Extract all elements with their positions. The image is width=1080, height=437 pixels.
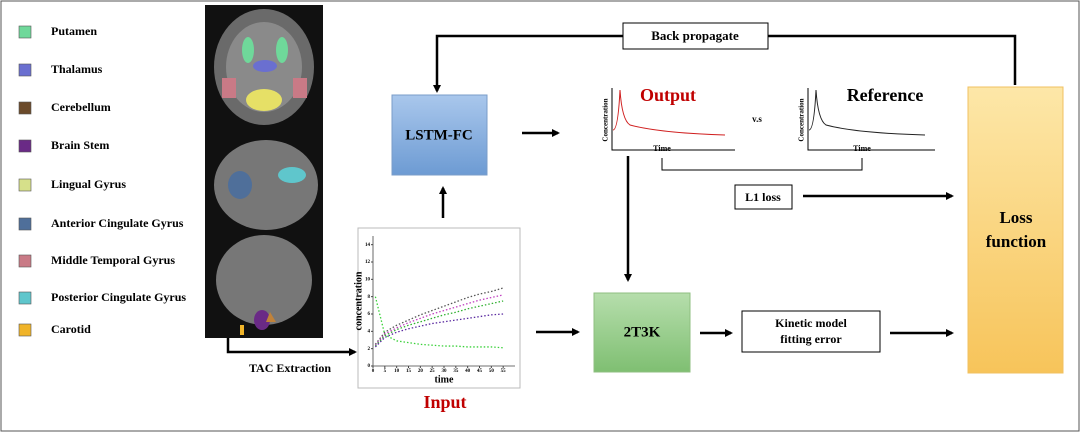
y-tick-label: 8 <box>368 295 371 300</box>
l1-box <box>734 184 793 210</box>
kinetic-line: fitting error <box>780 332 842 346</box>
arrow <box>437 34 1017 91</box>
loss-line: Loss <box>999 208 1032 227</box>
x-tick-label: 40 <box>465 369 471 374</box>
legend-swatch <box>18 25 32 39</box>
legend-label: Carotid <box>51 322 91 336</box>
reference-plot: Concentration Time Reference <box>798 85 935 153</box>
input-title: Input <box>423 392 466 412</box>
legend: Putamen Thalamus Cerebellum Brain Stem Lingu… <box>18 24 186 337</box>
back-propagate: Back propagate <box>651 28 739 43</box>
x-label: Time <box>653 144 671 153</box>
series-line <box>374 296 504 349</box>
legend-swatch <box>18 291 32 305</box>
legend-label: Brain Stem <box>51 138 109 152</box>
y-tick-label: 4 <box>368 329 371 334</box>
lstm-label: LSTM-FC <box>405 127 473 143</box>
x-tick-label: 15 <box>406 369 412 374</box>
y-label: Concentration <box>602 98 610 141</box>
legend-label: Middle Temporal Gyrus <box>51 253 175 267</box>
x-tick-label: 10 <box>394 369 400 374</box>
series-line <box>374 294 504 346</box>
back-propagate-box <box>622 22 769 50</box>
x-label: time <box>435 374 454 385</box>
y-tick-label: 0 <box>368 364 371 369</box>
reference-title: Reference <box>847 85 924 105</box>
lstm-box <box>391 94 488 176</box>
tac-extraction: TAC Extraction <box>249 361 331 375</box>
input-plot: 0 2 4 6 8 10 12 14 0 5 10 15 20 25 30 35 40 45 50 55 time con… <box>353 236 515 385</box>
x-tick-label: 20 <box>418 369 424 374</box>
x-tick-label: 25 <box>430 369 436 374</box>
legend-label: Thalamus <box>51 62 103 76</box>
y-tick-label: 10 <box>365 277 371 282</box>
x-label: Time <box>853 144 871 153</box>
model-label: 2T3K <box>624 324 661 340</box>
x-tick-label: 0 <box>372 369 375 374</box>
y-label: Concentration <box>798 98 806 141</box>
output-plot: Concentration Time Output <box>602 85 735 153</box>
series-line <box>374 300 504 347</box>
x-tick-label: 50 <box>489 369 495 374</box>
loss-line: function <box>986 232 1047 251</box>
arrow <box>226 338 357 356</box>
model-box <box>593 292 691 373</box>
loss-box <box>967 86 1064 374</box>
output-title: Output <box>640 85 696 105</box>
legend-label: Posterior Cingulate Gyrus <box>51 290 186 304</box>
y-tick-label: 14 <box>365 243 371 248</box>
x-tick-label: 55 <box>501 369 507 374</box>
legend-swatch <box>18 101 32 115</box>
legend-swatch <box>18 139 32 153</box>
y-label: concentration <box>353 271 364 330</box>
x-tick-label: 5 <box>384 369 387 374</box>
y-tick-label: 2 <box>368 347 371 352</box>
legend-label: Lingual Gyrus <box>51 177 126 191</box>
bracket <box>661 158 863 171</box>
legend-label: Cerebellum <box>51 100 111 114</box>
series-line <box>374 287 504 345</box>
y-tick-label: 12 <box>365 260 371 265</box>
x-tick-label: 45 <box>477 369 483 374</box>
y-tick-label: 6 <box>368 312 371 317</box>
brain-images <box>205 5 323 338</box>
l1-loss: L1 loss <box>745 190 781 204</box>
vs: v.s <box>752 114 762 124</box>
legend-swatch <box>18 254 32 268</box>
kinetic-line: Kinetic model <box>775 316 847 330</box>
kinetic-box <box>741 310 881 353</box>
x-tick-label: 30 <box>442 369 448 374</box>
legend-swatch <box>18 63 32 77</box>
legend-swatch <box>18 217 32 231</box>
legend-label: Anterior Cingulate Gyrus <box>51 216 184 230</box>
x-tick-label: 35 <box>453 369 459 374</box>
series-line <box>374 313 504 348</box>
legend-label: Putamen <box>51 24 97 38</box>
legend-swatch <box>18 323 32 337</box>
legend-swatch <box>18 178 32 192</box>
